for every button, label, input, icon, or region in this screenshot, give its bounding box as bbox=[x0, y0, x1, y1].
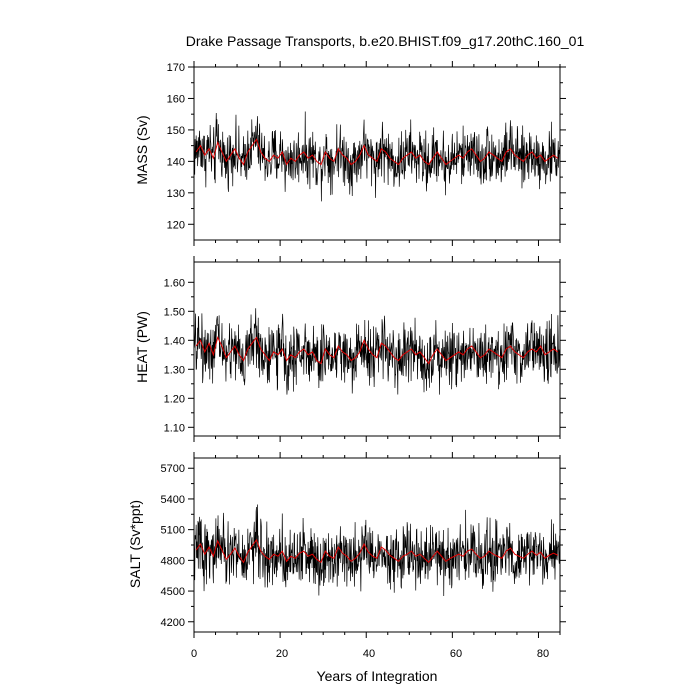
heat-panel: HEAT (PW) 1.10 1.20 1.30 1.40 1.50 1.60 bbox=[134, 256, 566, 442]
x-tick-label-80: 80 bbox=[537, 648, 549, 660]
x-axis-title: Years of Integration bbox=[317, 668, 438, 684]
x-tick-label-40: 40 bbox=[363, 648, 375, 660]
heat-frame bbox=[193, 261, 561, 437]
mass-ytick-label: 140 bbox=[167, 156, 185, 168]
mass-ytick-label: 170 bbox=[167, 62, 185, 74]
mass-frame bbox=[193, 66, 561, 241]
salt-ytick-label: 4200 bbox=[161, 617, 185, 629]
chart-title: Drake Passage Transports, b.e20.BHIST.f0… bbox=[186, 33, 585, 49]
salt-ytick-label: 5100 bbox=[161, 525, 185, 537]
mass-ytick-label: 120 bbox=[167, 219, 185, 231]
heat-ytick-label: 1.10 bbox=[164, 422, 185, 434]
mass-ytick-label: 160 bbox=[167, 93, 185, 105]
heat-annual-mean-line bbox=[195, 335, 559, 365]
heat-ytick-label: 1.30 bbox=[164, 364, 185, 376]
salt-ytick-label: 4800 bbox=[161, 555, 185, 567]
heat-ytick-label: 1.60 bbox=[164, 277, 185, 289]
mass-ytick-label: 130 bbox=[167, 188, 185, 200]
mass-ylabel: MASS (Sv) bbox=[134, 115, 150, 184]
mass-panel: MASS (Sv) 120 130 140 150 160 170 bbox=[134, 61, 566, 246]
salt-ytick-label: 5700 bbox=[161, 463, 185, 475]
mass-ytick-label: 150 bbox=[167, 125, 185, 137]
heat-ytick-label: 1.50 bbox=[164, 306, 185, 318]
salt-ytick-label: 4500 bbox=[161, 586, 185, 598]
mass-monthly-line bbox=[193, 111, 561, 202]
heat-monthly-line bbox=[193, 308, 561, 395]
heat-ytick-label: 1.40 bbox=[164, 335, 185, 347]
mass-annual-mean-line bbox=[195, 138, 559, 166]
salt-panel: SALT (Sv*ppt) 4200 4500 4800 5100 5400 5700 bbox=[127, 452, 566, 638]
x-tick-label-0: 0 bbox=[191, 648, 197, 660]
x-tick-label-60: 60 bbox=[450, 648, 462, 660]
salt-annual-mean-line bbox=[195, 538, 559, 564]
heat-ylabel: HEAT (PW) bbox=[134, 311, 150, 383]
salt-ylabel: SALT (Sv*ppt) bbox=[127, 500, 143, 588]
salt-ytick-label: 5400 bbox=[161, 494, 185, 506]
heat-ytick-label: 1.20 bbox=[164, 393, 185, 405]
x-tick-label-20: 20 bbox=[276, 648, 288, 660]
salt-monthly-line bbox=[193, 504, 561, 596]
